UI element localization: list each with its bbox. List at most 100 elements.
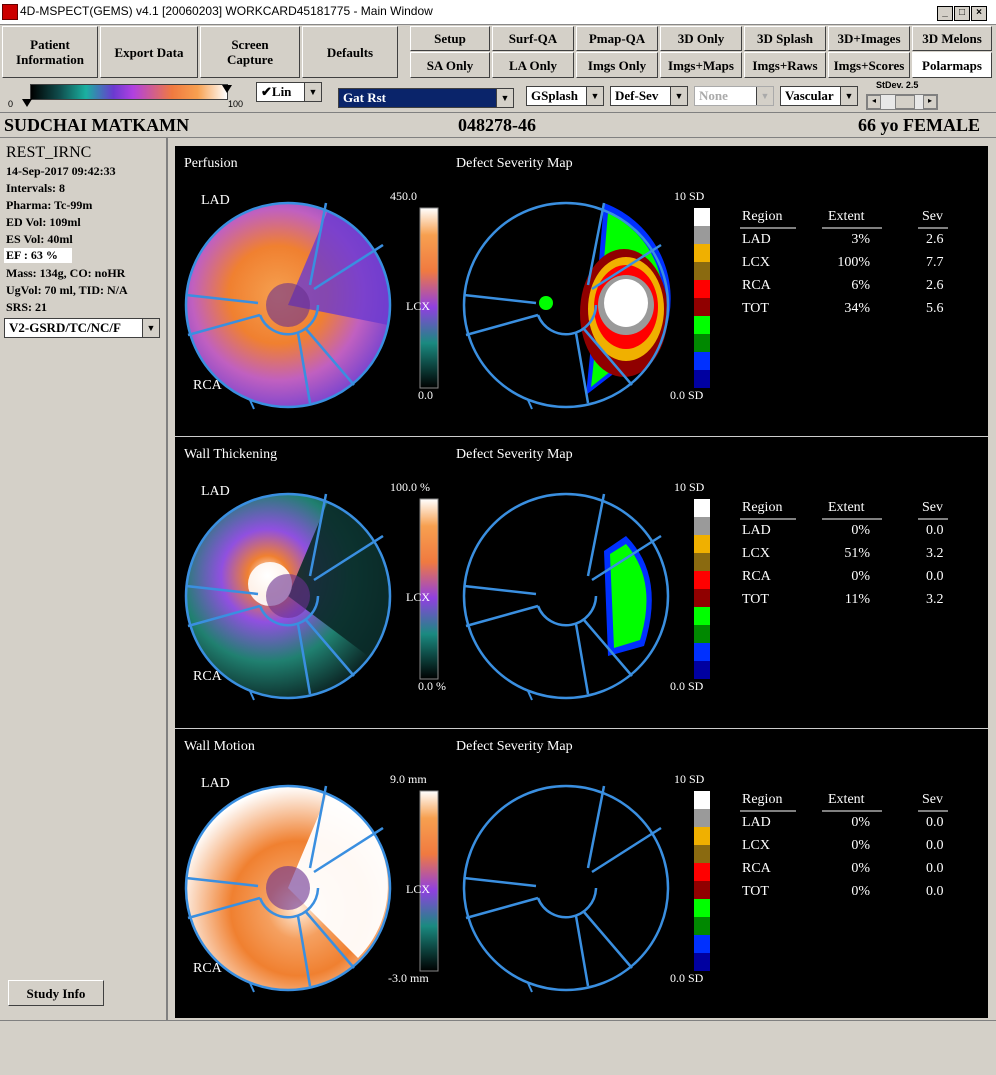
polar-map-outline xyxy=(184,201,392,409)
status-area xyxy=(0,1020,996,1075)
severity-step xyxy=(694,607,710,625)
study-type: REST_IRNC xyxy=(6,144,92,161)
3d-splash-button[interactable]: 3D Splash xyxy=(744,26,826,51)
vessel-boundary xyxy=(463,293,537,305)
vessel-boundary xyxy=(185,584,259,596)
dataset-value: Gat Rst xyxy=(343,90,386,105)
table-cell: RCA xyxy=(742,569,771,584)
table-cell: 0.0 xyxy=(926,523,944,538)
severity-step xyxy=(694,280,710,298)
patient-information-button[interactable]: Patient Information xyxy=(2,26,98,78)
pmap-qa-button[interactable]: Pmap-QA xyxy=(576,26,658,51)
table-cell: 5.6 xyxy=(926,301,944,316)
chevron-left-icon[interactable]: ◂ xyxy=(867,95,881,109)
table-cell: 7.7 xyxy=(926,255,944,270)
scale-min-label: 0 xyxy=(8,99,14,109)
imgs-scores-button[interactable]: Imgs+Scores xyxy=(828,52,910,78)
surf-qa-button[interactable]: Surf-QA xyxy=(492,26,574,51)
maximize-icon[interactable]: □ xyxy=(954,6,970,21)
vessel-boundary xyxy=(586,785,606,869)
imgs-maps-button[interactable]: Imgs+Maps xyxy=(660,52,742,78)
minimize-icon[interactable]: _ xyxy=(937,6,953,21)
severity-step xyxy=(694,517,710,535)
ef-value: EF : 63 % xyxy=(4,248,72,263)
table-header: Region xyxy=(742,209,783,224)
screen-capture-button[interactable]: Screen Capture xyxy=(200,26,300,78)
vessel-boundary xyxy=(187,604,261,628)
3d-melons-button[interactable]: 3D Melons xyxy=(912,26,992,51)
slider-thumb[interactable] xyxy=(895,95,915,109)
apex-arc xyxy=(536,304,598,336)
defect-zone xyxy=(610,544,647,648)
vessel-boundary xyxy=(465,313,539,337)
severity-step xyxy=(694,827,710,845)
study-info-button[interactable]: Study Info xyxy=(8,980,104,1006)
table-cell: 0.0 xyxy=(926,884,944,899)
table-cell: 0.0 xyxy=(926,815,944,830)
splash-select[interactable]: GSplash ▼ xyxy=(526,86,604,106)
none-value: None xyxy=(699,88,728,103)
chevron-down-icon: ▼ xyxy=(670,87,687,105)
vessel-boundary xyxy=(185,293,259,305)
close-icon[interactable]: × xyxy=(971,6,987,21)
table-header: Sev xyxy=(922,792,943,807)
la-only-button[interactable]: LA Only xyxy=(492,52,574,78)
table-header: Sev xyxy=(922,500,943,515)
polar-map-outline xyxy=(462,201,670,409)
color-scale xyxy=(419,498,439,680)
chevron-right-icon[interactable]: ▸ xyxy=(923,95,937,109)
lin-select[interactable]: ✔Lin ▼ xyxy=(256,82,322,102)
study-date: 14-Sep-2017 09:42:33 xyxy=(6,164,116,178)
table-cell: LCX xyxy=(742,838,770,853)
severity-step xyxy=(694,863,710,881)
table-header: Extent xyxy=(828,209,865,224)
severity-step xyxy=(694,262,710,280)
defect-map-title: Defect Severity Map xyxy=(456,739,573,754)
setup-button[interactable]: Setup xyxy=(410,26,490,51)
patient-age-sex: 66 yo FEMALE xyxy=(858,115,981,135)
table-cell: 2.6 xyxy=(926,278,944,293)
dataset-select[interactable]: Gat Rst ▼ xyxy=(338,88,514,108)
stdev-slider[interactable]: ◂ ▸ xyxy=(866,94,938,110)
patient-info-bar: SUDCHAI MATKAMN 048278-46 66 yo FEMALE xyxy=(0,113,996,138)
defect-map-title: Defect Severity Map xyxy=(456,447,573,462)
lcx-territory xyxy=(288,501,389,656)
table-header: Extent xyxy=(828,500,865,515)
3d-only-button[interactable]: 3D Only xyxy=(660,26,742,51)
intervals: Intervals: 8 xyxy=(6,181,65,195)
vessel-boundary xyxy=(583,328,633,386)
chevron-down-icon: ▼ xyxy=(496,89,513,107)
polarmaps-button[interactable]: Polarmaps xyxy=(912,52,992,78)
table-header: Sev xyxy=(922,209,943,224)
vessel-boundary xyxy=(305,911,355,969)
export-data-button[interactable]: Export Data xyxy=(100,26,198,78)
protocol-select[interactable]: V2-GSRD/TC/NC/F ▼ xyxy=(4,318,160,338)
vascular-select[interactable]: Vascular ▼ xyxy=(780,86,858,106)
vessel-boundary xyxy=(574,332,590,404)
table-cell: TOT xyxy=(742,592,769,607)
3d-images-button[interactable]: 3D+Images xyxy=(828,26,910,51)
polar-map-outline xyxy=(462,492,670,700)
scale-min-slider[interactable] xyxy=(22,99,32,107)
vessel-boundary xyxy=(305,619,355,677)
table-header: Region xyxy=(742,500,783,515)
severity-step xyxy=(694,352,710,370)
pharma: Pharma: Tc-99m xyxy=(6,198,93,212)
imgs-raws-button[interactable]: Imgs+Raws xyxy=(744,52,826,78)
none-select[interactable]: None ▼ xyxy=(694,86,774,106)
rca-label: RCA xyxy=(193,378,222,393)
ug-vol: UgVol: 70 ml, TID: N/A xyxy=(6,283,128,297)
study-info-panel: REST_IRNC 14-Sep-2017 09:42:33 Intervals… xyxy=(0,138,168,1020)
app-icon xyxy=(2,4,18,20)
sd-max: 10 SD xyxy=(674,772,705,786)
defaults-button[interactable]: Defaults xyxy=(302,26,398,78)
severity-step xyxy=(694,625,710,643)
sa-only-button[interactable]: SA Only xyxy=(410,52,490,78)
stdev-label: StDev. 2.5 xyxy=(876,80,919,90)
severity-step xyxy=(694,571,710,589)
table-cell: RCA xyxy=(742,278,771,293)
defsev-select[interactable]: Def-Sev ▼ xyxy=(610,86,688,106)
scale-max-slider[interactable] xyxy=(222,85,232,93)
vessel-boundary xyxy=(313,826,384,874)
imgs-only-button[interactable]: Imgs Only xyxy=(576,52,658,78)
